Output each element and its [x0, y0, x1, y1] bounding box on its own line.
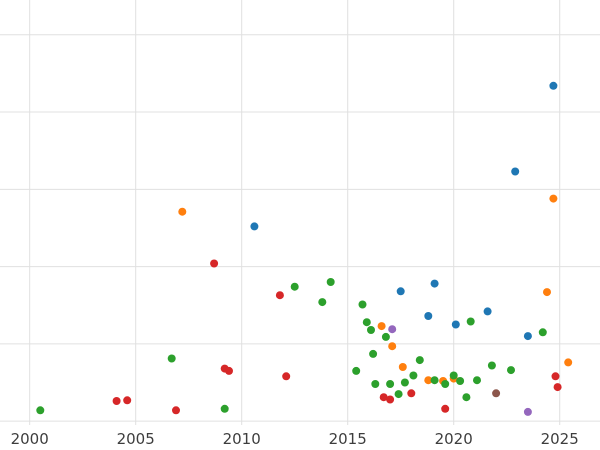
data-point-blue [483, 307, 492, 316]
data-point-green [473, 376, 481, 385]
data-point-red [210, 259, 219, 268]
data-point-green [371, 380, 380, 388]
data-point-red [551, 372, 560, 381]
data-point-red [441, 404, 450, 413]
data-point-green [466, 317, 475, 326]
data-point-blue [511, 167, 520, 176]
data-point-green [400, 378, 409, 387]
x-tick-label: 2010 [223, 430, 261, 448]
data-point-red [407, 389, 416, 398]
data-point-orange [377, 322, 386, 331]
data-point-blue [451, 320, 460, 329]
data-point-red [123, 396, 132, 405]
data-point-green [167, 354, 176, 363]
data-point-green [362, 318, 371, 327]
data-point-green [507, 366, 515, 375]
data-point-green [326, 278, 335, 286]
data-point-green [220, 404, 229, 413]
x-tick-label: 2020 [435, 430, 473, 448]
data-point-orange [178, 207, 187, 216]
data-point-red [275, 291, 284, 300]
data-point-green [449, 371, 458, 380]
data-point-red [553, 383, 562, 392]
data-point-brown [492, 389, 501, 398]
data-point-red [112, 397, 121, 405]
data-point-orange [388, 342, 397, 351]
data-point-green [381, 332, 390, 341]
data-point-green [318, 298, 327, 307]
data-point-blue [549, 81, 558, 90]
data-point-red [282, 372, 291, 381]
data-point-green [415, 356, 424, 365]
data-point-green [358, 300, 367, 309]
x-tick-label: 2025 [541, 430, 579, 448]
data-point-blue [523, 332, 532, 341]
data-point-orange [398, 363, 407, 371]
data-point-green [352, 366, 361, 375]
data-point-green [36, 406, 45, 415]
data-point-green [394, 390, 403, 399]
data-point-blue [424, 312, 433, 320]
data-point-red [172, 406, 180, 415]
data-point-green [462, 393, 471, 402]
data-point-orange [424, 376, 433, 385]
data-point-blue [430, 279, 439, 288]
data-point-red [379, 393, 388, 402]
data-point-orange [564, 358, 573, 367]
data-point-green [290, 282, 299, 291]
data-point-green [369, 349, 378, 358]
x-tick-label: 2005 [117, 430, 155, 448]
data-point-green [487, 361, 496, 370]
data-point-blue [396, 287, 405, 296]
x-tick-label: 2015 [329, 430, 367, 448]
data-point-green [386, 380, 395, 388]
data-point-green [456, 377, 465, 385]
data-point-red [225, 366, 233, 375]
data-point-green [538, 328, 547, 337]
data-point-orange [543, 288, 551, 297]
data-point-green [430, 376, 439, 385]
data-point-blue [250, 222, 259, 231]
data-point-red [386, 395, 395, 404]
data-point-purple [388, 325, 397, 334]
data-point-green [441, 380, 450, 388]
x-tick-label: 2000 [11, 430, 49, 448]
data-point-green [367, 326, 375, 334]
data-point-green [409, 371, 418, 380]
data-point-purple [523, 407, 532, 416]
data-point-orange [549, 194, 558, 203]
